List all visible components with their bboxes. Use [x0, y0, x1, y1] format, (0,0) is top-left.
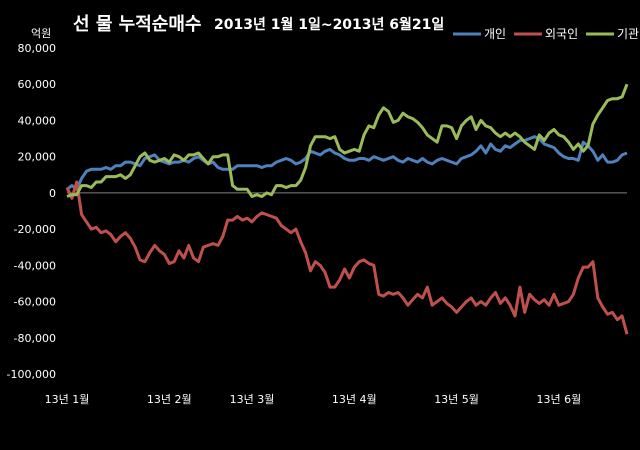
- y-tick-label: 80,000: [18, 42, 57, 55]
- y-tick-label: -20,000: [14, 223, 56, 236]
- y-tick-label: -80,000: [14, 332, 56, 345]
- y-tick-label: 0: [49, 187, 56, 200]
- legend-label-series-2: 기관: [617, 27, 639, 41]
- x-tick-label: 13년 6월: [536, 393, 581, 406]
- x-tick-label: 13년 5월: [434, 393, 479, 406]
- chart-title-main: 선 물 누적순매수: [73, 14, 201, 35]
- y-tick-label: -100,000: [7, 368, 56, 381]
- y-tick-label: -40,000: [14, 259, 56, 272]
- series-line-1: [65, 180, 629, 335]
- y-tick-label: 40,000: [18, 114, 57, 127]
- unit-label: 억원: [31, 27, 51, 40]
- series-line-2: [66, 83, 629, 198]
- y-tick-label: 20,000: [18, 151, 57, 164]
- y-axis: 80,000 60,000 40,000 20,000 0 -20,000 -40,000 -…: [7, 42, 56, 381]
- x-tick-label: 13년 1월: [45, 393, 90, 406]
- x-tick-label: 13년 4월: [332, 393, 377, 406]
- legend: 개인 외국인 기관: [453, 27, 639, 41]
- legend-label-series-0: 개인: [484, 27, 506, 41]
- series-group: [65, 83, 629, 335]
- x-axis: 13년 1월 13년 2월 13년 3월 13년 4월 13년 5월 13년 6월: [45, 393, 582, 406]
- y-tick-label: -60,000: [14, 296, 56, 309]
- chart-title-sub: 2013년 1월 1일~2013년 6월21일: [214, 16, 444, 33]
- x-tick-label: 13년 3월: [230, 393, 275, 406]
- legend-label-series-1: 외국인: [545, 27, 578, 41]
- y-tick-label: 60,000: [18, 78, 57, 91]
- x-tick-label: 13년 2월: [147, 393, 192, 406]
